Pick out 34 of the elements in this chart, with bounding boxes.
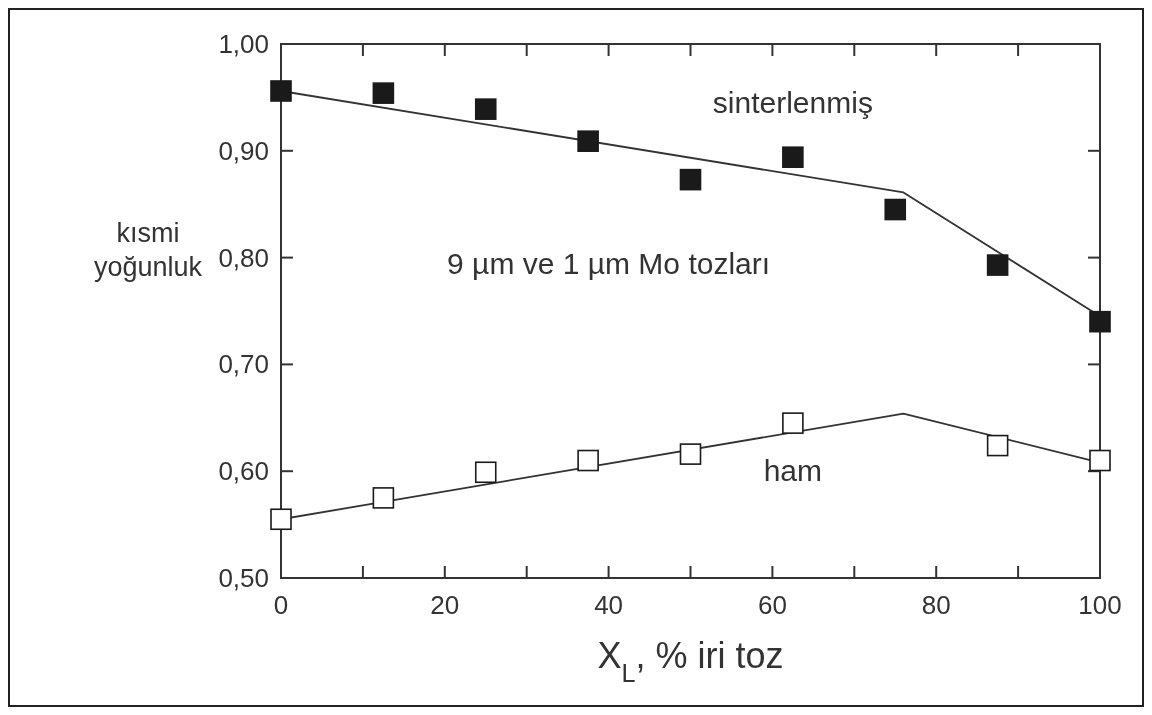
series-label: ham bbox=[763, 454, 823, 488]
point bbox=[986, 434, 1009, 457]
point bbox=[474, 461, 497, 484]
series-label: sinterlenmiş bbox=[712, 86, 873, 120]
y-tick-label: 0,50 bbox=[218, 563, 269, 593]
point bbox=[782, 412, 804, 434]
point bbox=[577, 449, 599, 472]
x-tick-label: 0 bbox=[273, 590, 289, 620]
x-tick-label: 20 bbox=[430, 590, 460, 620]
x-tick-label: 60 bbox=[757, 590, 787, 620]
point bbox=[679, 168, 702, 191]
point bbox=[679, 443, 702, 465]
x-tick-label: 100 bbox=[1078, 590, 1122, 620]
point bbox=[577, 130, 599, 152]
point bbox=[270, 80, 292, 102]
point bbox=[474, 98, 497, 120]
x-tick-label: 40 bbox=[594, 590, 624, 620]
annotation: 9 µm ve 1 µm Mo tozları bbox=[447, 246, 771, 280]
y-axis-title: kısmi yoğunluk bbox=[93, 217, 203, 282]
point bbox=[1089, 310, 1111, 333]
point bbox=[270, 508, 292, 531]
point bbox=[372, 487, 395, 509]
y-tick-label: 1,00 bbox=[218, 29, 269, 59]
x-axis-title: X$_{L}$, % iri toz bbox=[597, 635, 784, 687]
y-tick-label: 0,70 bbox=[218, 349, 269, 380]
point bbox=[1089, 449, 1111, 472]
point bbox=[782, 146, 804, 169]
point bbox=[986, 254, 1009, 276]
point bbox=[884, 198, 907, 221]
point bbox=[372, 82, 395, 104]
x-tick-label: 80 bbox=[921, 590, 951, 620]
y-tick-label: 0,80 bbox=[218, 242, 269, 273]
y-tick-label: 0,90 bbox=[218, 135, 269, 166]
y-tick-label: 0,60 bbox=[218, 456, 269, 487]
